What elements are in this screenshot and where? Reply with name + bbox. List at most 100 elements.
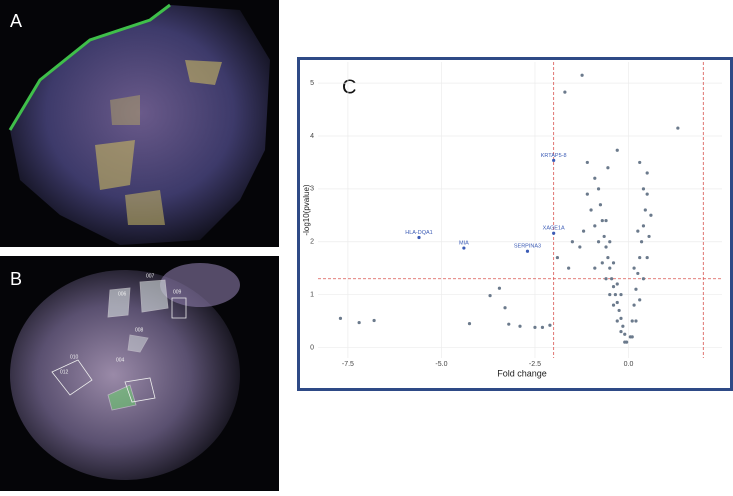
point <box>619 292 623 297</box>
x-axis-label: Fold change <box>497 368 547 378</box>
point <box>636 271 640 276</box>
point <box>649 213 653 217</box>
point <box>630 335 634 339</box>
roi-label: 007 <box>146 273 155 279</box>
point <box>507 322 511 326</box>
point <box>639 240 644 244</box>
point <box>613 292 617 297</box>
highlighted-point <box>552 231 556 235</box>
point <box>623 340 627 344</box>
x-tick-label: -7.5 <box>342 361 354 368</box>
point <box>338 316 343 320</box>
point <box>578 245 582 249</box>
point <box>645 171 649 175</box>
point-label: SERPINA3 <box>514 244 541 250</box>
point <box>645 192 649 196</box>
point <box>600 261 604 265</box>
point <box>593 266 597 270</box>
point <box>596 240 601 244</box>
highlighted-point <box>525 249 530 253</box>
point <box>606 166 610 170</box>
point <box>585 192 589 196</box>
point <box>638 298 642 302</box>
point <box>636 229 640 233</box>
point <box>615 319 619 323</box>
roi-label: 004 <box>116 357 125 363</box>
x-tick-label: -5.0 <box>435 361 447 368</box>
point <box>596 187 601 191</box>
y-tick-label: 0 <box>310 344 314 351</box>
point <box>581 229 586 233</box>
y-axis-label: -log10(pvalue) <box>302 184 311 235</box>
point <box>634 319 638 323</box>
point <box>647 234 651 239</box>
point <box>619 316 623 320</box>
point <box>604 245 608 249</box>
point <box>548 323 552 327</box>
point <box>567 266 571 270</box>
point <box>638 160 642 165</box>
x-tick-label: -2.5 <box>529 361 541 368</box>
highlighted-point <box>462 246 466 250</box>
image-b <box>0 256 279 491</box>
y-tick-label: 3 <box>310 186 314 193</box>
point <box>641 187 646 191</box>
point <box>617 308 621 313</box>
point <box>630 319 634 323</box>
roi-label: 010 <box>70 354 79 360</box>
point <box>533 325 537 329</box>
point <box>467 322 472 326</box>
x-tick-label: 0.0 <box>624 361 634 368</box>
point <box>602 234 606 239</box>
point <box>608 240 612 244</box>
point-label: MIA <box>459 241 469 247</box>
roi-label: 006 <box>118 291 127 297</box>
point <box>593 176 597 180</box>
y-tick-label: 2 <box>310 239 314 246</box>
highlighted-point <box>552 158 556 162</box>
panel-label: B <box>10 269 22 289</box>
point <box>634 287 638 291</box>
point-label: HLA-DQA1 <box>405 230 433 236</box>
point <box>638 255 642 260</box>
roi-label: 009 <box>173 289 182 295</box>
point <box>604 277 608 281</box>
point <box>621 324 625 328</box>
point <box>580 73 584 77</box>
point <box>610 277 614 281</box>
point <box>598 203 603 207</box>
point <box>606 255 610 260</box>
point <box>604 218 608 223</box>
point <box>570 240 574 244</box>
panel-frame <box>297 57 733 391</box>
roi-label: 008 <box>135 327 144 333</box>
highlighted-point <box>417 235 421 240</box>
point <box>608 292 612 297</box>
point <box>608 266 612 270</box>
point <box>611 285 616 289</box>
point-label: XAGE1A <box>543 226 565 232</box>
point <box>540 325 545 329</box>
point <box>623 332 627 336</box>
point <box>615 148 619 152</box>
point <box>632 266 636 270</box>
point-label: KRTAP5-8 <box>541 153 567 159</box>
point <box>611 261 616 265</box>
point <box>611 303 616 307</box>
point <box>589 208 593 212</box>
point <box>676 126 680 130</box>
point <box>488 294 492 298</box>
y-tick-label: 1 <box>310 291 314 298</box>
point <box>357 320 361 325</box>
image-a <box>0 0 279 247</box>
point <box>641 277 646 281</box>
point <box>563 90 567 94</box>
point <box>643 208 647 212</box>
point <box>632 303 636 307</box>
point <box>615 300 619 305</box>
point <box>372 318 376 323</box>
y-tick-label: 5 <box>310 80 314 87</box>
panel-label: A <box>10 11 22 31</box>
point <box>497 286 502 290</box>
